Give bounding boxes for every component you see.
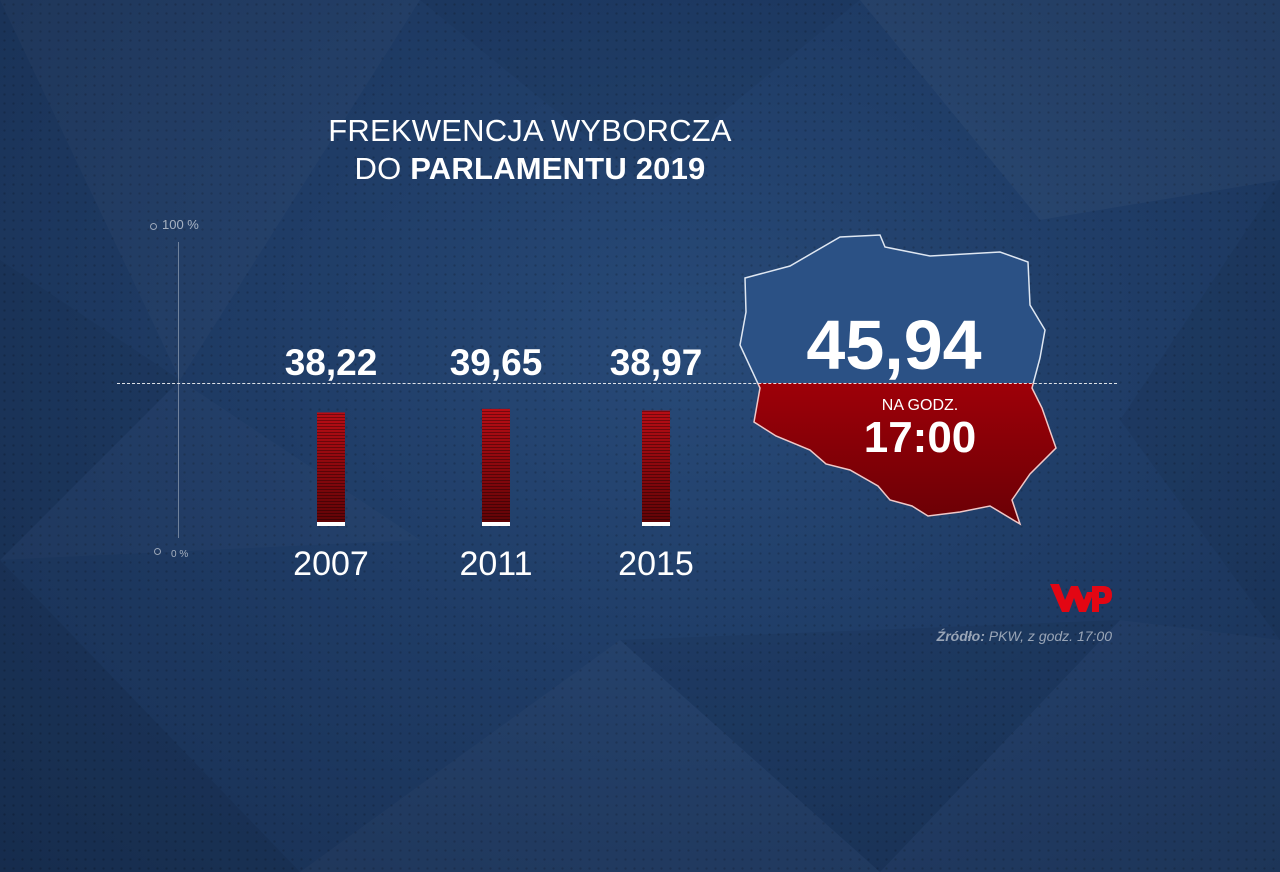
source-note: Źródło: PKW, z godz. 17:00 [937,628,1112,644]
bar-base-2011 [482,522,510,526]
bar-stripes-2011 [482,408,510,526]
year-label: 2011 [459,545,532,583]
y-axis-line [178,242,179,538]
bars-layer: 38,22 2007 39,65 2011 38,97 2015 [285,342,703,583]
current-turnout-value: 45,94 [806,306,982,384]
reference-dashed-line [117,383,1117,384]
time-value: 17:00 [863,413,977,462]
bar-base-2015 [642,522,670,526]
year-label: 2007 [293,545,369,583]
axis-top-label: 100 % [162,217,199,232]
bar-stripes-2007 [317,412,345,526]
source-text: PKW, z godz. 17:00 [984,628,1112,644]
wp-logo [1050,584,1112,612]
title-prefix: DO [354,151,411,186]
wp-logo-p [1092,586,1112,612]
bar-value-label: 39,65 [450,342,543,383]
year-label: 2015 [618,545,694,583]
time-caption: NA GODZ. [881,397,959,414]
poland-map [739,234,1057,526]
axis-bottom-marker [154,548,161,555]
title-line-1: FREKWENCJA WYBORCZA [328,113,732,148]
bar-base-2007 [317,522,345,526]
chart-title: FREKWENCJA WYBORCZA DO PARLAMENTU 2019 [250,112,810,188]
source-label: Źródło: [936,628,985,644]
title-bold: PARLAMENTU 2019 [410,151,706,186]
axis-bottom-label: 0 % [171,549,189,560]
map-red-half [753,383,1057,526]
bar-value-label: 38,22 [285,342,378,383]
axis-top-marker [150,223,157,230]
bar-stripes-2015 [642,410,670,526]
bar-value-label: 38,97 [610,342,703,383]
title-line-2: DO PARLAMENTU 2019 [250,150,810,188]
wp-logo-w [1050,584,1094,612]
map-white-half [739,234,1046,383]
